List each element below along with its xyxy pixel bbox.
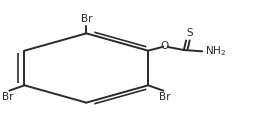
Text: NH$_2$: NH$_2$	[205, 44, 227, 58]
Text: Br: Br	[159, 92, 171, 102]
Text: S: S	[186, 28, 193, 38]
Text: O: O	[160, 41, 169, 51]
Text: Br: Br	[2, 92, 14, 102]
Text: Br: Br	[81, 14, 92, 24]
